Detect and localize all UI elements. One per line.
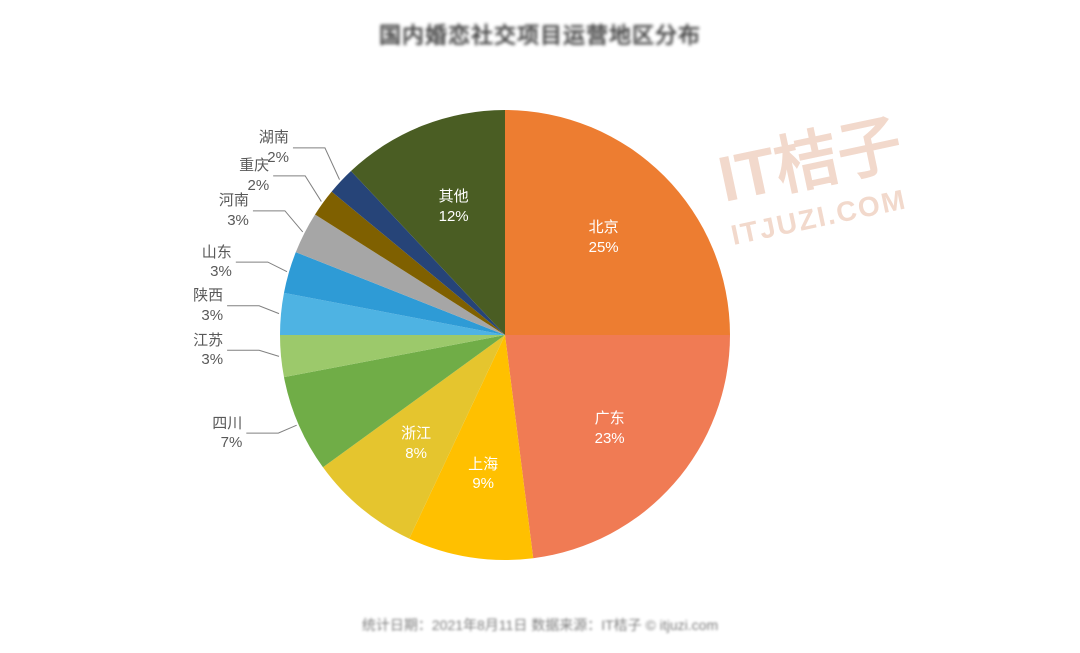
slice-label-四川: 四川7% [182, 414, 242, 453]
slice-label-江苏: 江苏3% [163, 331, 223, 370]
chart-title: 国内婚恋社交项目运营地区分布 [0, 18, 1080, 50]
chart-canvas: IT桔子 ITJUZI.COM 国内婚恋社交项目运营地区分布 北京25% 广东23… [0, 0, 1080, 653]
slice-label-其他: 其他12% [424, 187, 484, 226]
watermark-line2: ITJUZI.COM [728, 182, 915, 252]
pie-chart [278, 108, 732, 567]
slice-label-浙江: 浙江8% [386, 424, 446, 463]
pie-svg [278, 108, 732, 562]
slice-label-广东: 广东23% [580, 409, 640, 448]
slice-label-河南: 河南3% [189, 191, 249, 230]
slice-label-山东: 山东3% [172, 243, 232, 282]
leader-line-江苏 [227, 350, 279, 356]
slice-label-湖南: 湖南2% [229, 128, 289, 167]
watermark-line1: IT桔子 [709, 92, 909, 220]
footer-note: 统计日期：2021年8月11日 数据来源：IT桔子 © itjuzi.com [0, 615, 1080, 635]
slice-label-北京: 北京25% [574, 218, 634, 257]
leader-line-陕西 [227, 306, 279, 314]
slice-label-陕西: 陕西3% [163, 286, 223, 325]
slice-label-上海: 上海9% [453, 455, 513, 494]
watermark: IT桔子 ITJUZI.COM [709, 92, 916, 252]
